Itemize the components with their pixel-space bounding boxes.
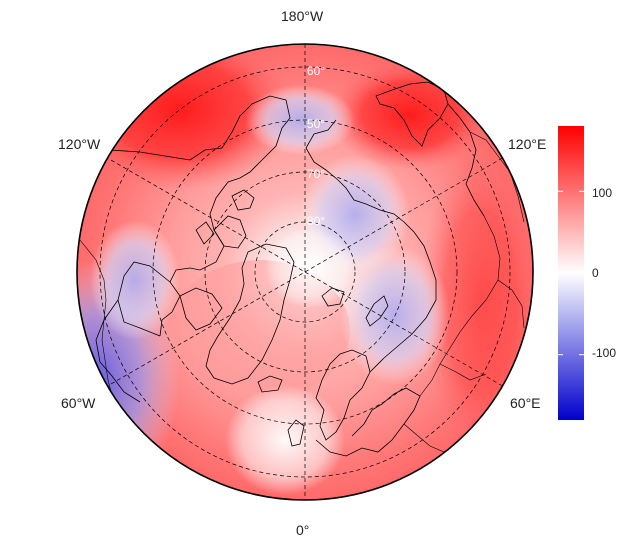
anomaly-field bbox=[77, 44, 533, 500]
coast-arctic-islands-2 bbox=[231, 189, 255, 211]
longitude-label-top: 180°W bbox=[281, 8, 324, 24]
field-white-atlantic bbox=[225, 385, 345, 495]
coast-us-canada-border bbox=[79, 239, 117, 411]
colorbar-tick-label: 100 bbox=[592, 186, 613, 200]
coast-arctic-islands-1 bbox=[213, 215, 247, 249]
longitude-label-bottom: 0° bbox=[296, 522, 310, 538]
latitude-ring-50 bbox=[99, 66, 511, 478]
map-border bbox=[76, 43, 534, 501]
field-blue-canada bbox=[90, 220, 180, 340]
coast-novaya-zemlya bbox=[365, 295, 389, 327]
coast-iceland bbox=[257, 375, 283, 393]
colorbar-tick-label: -100 bbox=[592, 346, 617, 360]
coast-siberia-east bbox=[305, 119, 339, 181]
latitude-label-a: 60° bbox=[307, 64, 325, 78]
coast-hudson-bay bbox=[117, 261, 171, 337]
meridian-120e-60w bbox=[107, 157, 503, 387]
coast-arctic-islands-3 bbox=[195, 221, 215, 245]
colorbar-tick-marks bbox=[558, 190, 584, 356]
colorbar bbox=[558, 126, 584, 420]
longitude-label-lower-left: 60°W bbox=[61, 395, 96, 411]
longitude-label-lower-right: 60°E bbox=[510, 395, 541, 411]
longitude-label-upper-left: 120°W bbox=[58, 136, 101, 152]
latitude-label-b: 50° bbox=[307, 117, 325, 131]
meridian-60e-120w bbox=[107, 157, 503, 387]
coast-asia-interior-3 bbox=[497, 279, 525, 329]
colorbar-tick-label: 0 bbox=[592, 266, 599, 280]
coast-svalbard bbox=[321, 287, 345, 307]
coast-asia-interior-2 bbox=[469, 131, 525, 223]
coast-europe bbox=[315, 387, 421, 457]
coast-asia-interior-5 bbox=[439, 363, 487, 381]
coast-sea-of-okhotsk bbox=[447, 103, 485, 217]
latitude-label-d: 80° bbox=[307, 214, 325, 228]
coast-canada-arctic bbox=[159, 159, 263, 337]
latitude-label-c: 70° bbox=[307, 167, 325, 181]
latitude-ring-80 bbox=[254, 221, 356, 323]
field-white-pole bbox=[265, 228, 355, 308]
coast-uk bbox=[287, 419, 305, 447]
coast-alaska bbox=[109, 95, 291, 161]
coast-kamchatka bbox=[375, 81, 449, 147]
coast-russia-north bbox=[337, 179, 437, 373]
coast-baffin bbox=[179, 287, 223, 331]
coast-asia-interior-1 bbox=[419, 215, 501, 397]
graticule bbox=[99, 44, 511, 500]
coast-scandinavia bbox=[315, 349, 371, 441]
longitude-label-upper-right: 120°E bbox=[508, 136, 547, 152]
latitude-labels: 60° 50° 70° 80° bbox=[307, 64, 325, 228]
coastlines bbox=[79, 81, 525, 457]
